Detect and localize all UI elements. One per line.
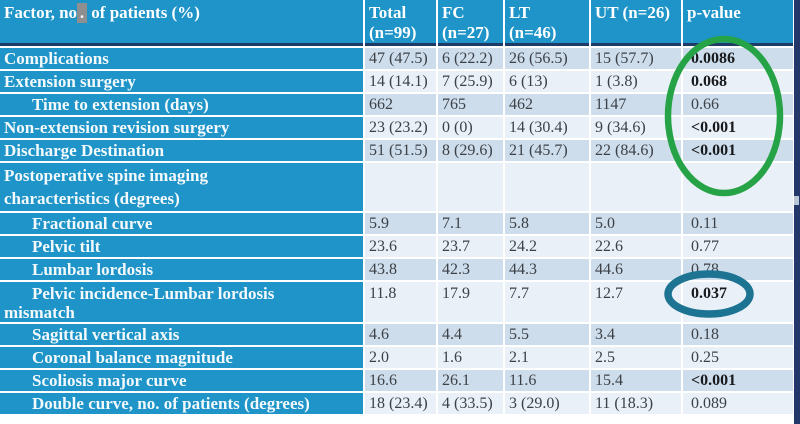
value-cell[interactable]: 6 (13): [505, 71, 589, 92]
value-cell[interactable]: 1.6: [438, 347, 503, 368]
value-cell[interactable]: 26 (56.5): [505, 48, 589, 69]
value-cell[interactable]: 21 (45.7): [505, 140, 589, 161]
value-cell[interactable]: 11.8: [365, 282, 436, 322]
value-cell[interactable]: 7.7: [505, 282, 589, 322]
p-value-cell[interactable]: <0.001: [683, 117, 793, 138]
row-label[interactable]: Extension surgery: [0, 71, 363, 92]
value-cell[interactable]: 662: [365, 94, 436, 115]
p-value-cell[interactable]: 0.66: [683, 94, 793, 115]
col-header-lt[interactable]: LT (n=46): [505, 0, 589, 46]
p-value-cell[interactable]: 0.77: [683, 236, 793, 257]
row-label[interactable]: Time to extension (days): [0, 94, 363, 115]
right-edge-strip[interactable]: [794, 0, 800, 424]
row-label[interactable]: Double curve, no. of patients (degrees): [0, 393, 363, 414]
right-edge-notch[interactable]: [794, 196, 799, 205]
value-cell[interactable]: 3 (29.0): [505, 393, 589, 414]
value-cell[interactable]: 1 (3.8): [591, 71, 681, 92]
value-cell[interactable]: 42.3: [438, 259, 503, 280]
value-cell[interactable]: 16.6: [365, 370, 436, 391]
value-cell[interactable]: 23 (23.2): [365, 117, 436, 138]
value-cell[interactable]: [591, 163, 681, 211]
value-cell[interactable]: 12.7: [591, 282, 681, 322]
value-cell[interactable]: 14 (14.1): [365, 71, 436, 92]
value-cell[interactable]: 43.8: [365, 259, 436, 280]
value-cell[interactable]: 22 (84.6): [591, 140, 681, 161]
value-cell[interactable]: 15.4: [591, 370, 681, 391]
row-label[interactable]: Complications: [0, 48, 363, 69]
p-value-cell[interactable]: 0.037: [683, 282, 793, 322]
value-cell[interactable]: 1147: [591, 94, 681, 115]
row-label[interactable]: Fractional curve: [0, 213, 363, 234]
value-cell[interactable]: 462: [505, 94, 589, 115]
value-cell[interactable]: 23.6: [365, 236, 436, 257]
value-cell[interactable]: 7 (25.9): [438, 71, 503, 92]
value-cell[interactable]: [438, 163, 503, 211]
p-value-cell[interactable]: [683, 163, 793, 211]
p-value-cell[interactable]: 0.0086: [683, 48, 793, 69]
p-value-cell[interactable]: 0.11: [683, 213, 793, 234]
value-cell[interactable]: 2.0: [365, 347, 436, 368]
row-label[interactable]: Pelvic incidence-Lumbar lordosis mismatc…: [0, 282, 363, 322]
value-cell[interactable]: 5.5: [505, 324, 589, 345]
p-value-cell[interactable]: <0.001: [683, 140, 793, 161]
col-header-total[interactable]: Total (n=99): [365, 0, 436, 46]
value-cell[interactable]: 22.6: [591, 236, 681, 257]
value-cell[interactable]: 51 (51.5): [365, 140, 436, 161]
value-cell[interactable]: 5.9: [365, 213, 436, 234]
value-cell[interactable]: 4.4: [438, 324, 503, 345]
col-header-ut[interactable]: UT (n=26): [591, 0, 681, 46]
value-cell[interactable]: 15 (57.7): [591, 48, 681, 69]
value-cell[interactable]: 2.5: [591, 347, 681, 368]
value-cell[interactable]: 26.1: [438, 370, 503, 391]
p-value-cell[interactable]: 0.068: [683, 71, 793, 92]
value-cell[interactable]: 4 (33.5): [438, 393, 503, 414]
value-cell[interactable]: 2.1: [505, 347, 589, 368]
p-value-cell[interactable]: <0.001: [683, 370, 793, 391]
value-cell[interactable]: 6 (22.2): [438, 48, 503, 69]
selection-highlight: .: [77, 3, 88, 23]
value-cell[interactable]: 44.3: [505, 259, 589, 280]
value-cell[interactable]: [505, 163, 589, 211]
value-cell[interactable]: 4.6: [365, 324, 436, 345]
col-header-factor-text: Factor, no: [4, 3, 78, 22]
value-cell[interactable]: 24.2: [505, 236, 589, 257]
value-cell[interactable]: 9 (34.6): [591, 117, 681, 138]
value-cell[interactable]: 11 (18.3): [591, 393, 681, 414]
p-value-cell[interactable]: 0.78: [683, 259, 793, 280]
row-label[interactable]: Lumbar lordosis: [0, 259, 363, 280]
value-cell[interactable]: 7.1: [438, 213, 503, 234]
value-cell[interactable]: 23.7: [438, 236, 503, 257]
row-label[interactable]: Coronal balance magnitude: [0, 347, 363, 368]
col-header-pvalue[interactable]: p-value: [683, 0, 793, 46]
value-cell[interactable]: 765: [438, 94, 503, 115]
value-cell[interactable]: 0 (0): [438, 117, 503, 138]
value-cell[interactable]: 17.9: [438, 282, 503, 322]
row-label[interactable]: Discharge Destination: [0, 140, 363, 161]
value-cell[interactable]: 5.8: [505, 213, 589, 234]
col-header-factor-text-suffix: of patients (%): [87, 3, 200, 22]
value-cell[interactable]: 47 (47.5): [365, 48, 436, 69]
row-label[interactable]: Pelvic tilt: [0, 236, 363, 257]
col-header-factor[interactable]: Factor, no. of patients (%): [0, 0, 363, 46]
p-value-cell[interactable]: 0.25: [683, 347, 793, 368]
value-cell[interactable]: 14 (30.4): [505, 117, 589, 138]
value-cell[interactable]: 5.0: [591, 213, 681, 234]
value-cell[interactable]: 11.6: [505, 370, 589, 391]
p-value-cell[interactable]: 0.18: [683, 324, 793, 345]
p-value-cell[interactable]: 0.089: [683, 393, 793, 414]
row-label[interactable]: Non-extension revision surgery: [0, 117, 363, 138]
value-cell[interactable]: 3.4: [591, 324, 681, 345]
value-cell[interactable]: 18 (23.4): [365, 393, 436, 414]
value-cell[interactable]: [365, 163, 436, 211]
row-label[interactable]: Scoliosis major curve: [0, 370, 363, 391]
col-header-fc[interactable]: FC (n=27): [438, 0, 503, 46]
results-table[interactable]: Factor, no. of patients (%) Total (n=99)…: [0, 0, 793, 414]
row-label[interactable]: Sagittal vertical axis: [0, 324, 363, 345]
value-cell[interactable]: 44.6: [591, 259, 681, 280]
row-label[interactable]: Postoperative spine imaging characterist…: [0, 163, 363, 211]
value-cell[interactable]: 8 (29.6): [438, 140, 503, 161]
